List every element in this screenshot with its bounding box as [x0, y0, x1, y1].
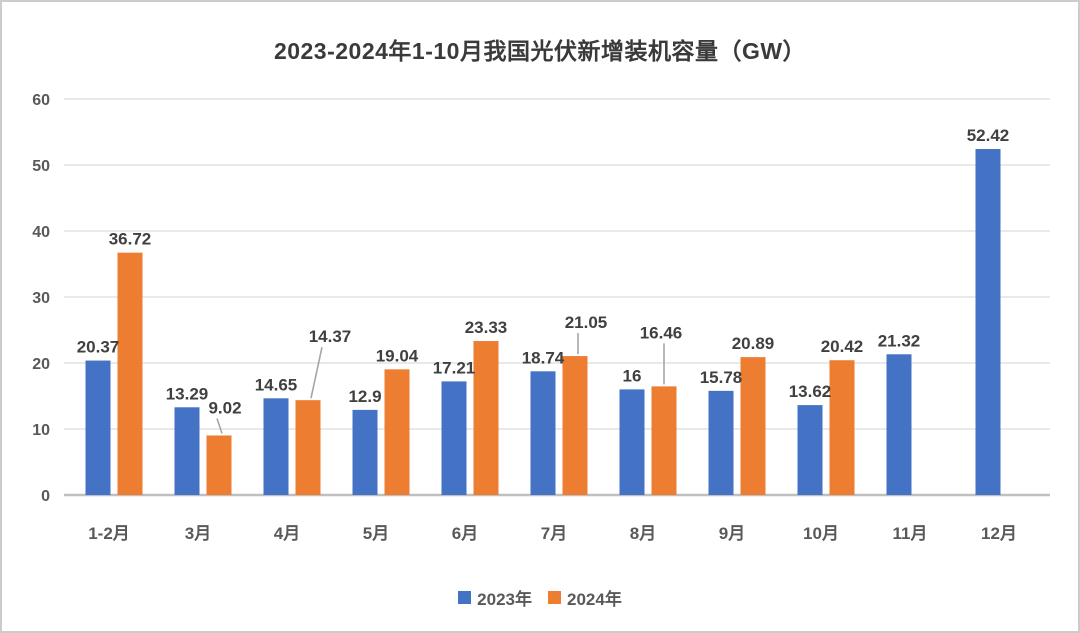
data-label-2024年-8月: 16.46: [640, 323, 683, 342]
bar-2023年-1-2月: [85, 360, 111, 495]
bar-2023年-12月: [975, 149, 1001, 495]
data-label-2024年-1-2月: 36.72: [109, 230, 152, 249]
bar-2024年-7月: [562, 356, 588, 495]
legend-label-2024年: 2024年: [567, 590, 622, 609]
legend-label-2023年: 2023年: [477, 590, 532, 609]
data-label-2023年-7月: 18.74: [522, 348, 565, 367]
x-tick-label-11月: 11月: [893, 524, 928, 543]
bar-2024年-1-2月: [117, 252, 143, 495]
x-tick-label-6月: 6月: [452, 524, 478, 543]
bar-2024年-9月: [740, 357, 766, 495]
y-tick-label-60: 60: [32, 92, 50, 109]
data-label-2024年-7月: 21.05: [565, 313, 608, 332]
x-tick-label-10月: 10月: [803, 524, 839, 543]
data-label-2023年-5月: 12.9: [348, 387, 381, 406]
bar-2023年-6月: [441, 381, 467, 495]
legend-swatch-2024年: [548, 591, 561, 604]
legend-item-2024年: 2024年: [548, 585, 622, 610]
x-tick-label-4月: 4月: [274, 524, 300, 543]
legend-swatch-2023年: [458, 591, 472, 604]
bar-2023年-5月: [352, 409, 378, 495]
bar-2024年-4月: [295, 400, 321, 495]
data-label-2024年-6月: 23.33: [465, 318, 508, 337]
data-label-2024年-3月: 9.02: [208, 398, 241, 417]
data-label-2024年-9月: 20.89: [732, 334, 775, 353]
data-label-2023年-6月: 17.21: [433, 358, 476, 377]
data-label-2024年-4月: 14.37: [309, 327, 352, 346]
x-tick-label-12月: 12月: [981, 524, 1017, 543]
bar-2023年-11月: [886, 354, 912, 495]
leader-line-2024年-3月: [216, 418, 223, 434]
data-label-2023年-3月: 13.29: [166, 384, 209, 403]
y-tick-label-40: 40: [32, 224, 50, 241]
x-tick-label-5月: 5月: [363, 524, 389, 543]
x-tick-label-1-2月: 1-2月: [88, 524, 130, 543]
x-tick-label-3月: 3月: [185, 524, 211, 543]
data-label-2024年-10月: 20.42: [821, 337, 864, 356]
bar-2024年-8月: [651, 386, 677, 495]
legend: 2023年 2024年: [2, 585, 1078, 610]
y-tick-label-50: 50: [32, 158, 50, 175]
data-label-2024年-5月: 19.04: [376, 346, 419, 365]
bar-2024年-6月: [473, 341, 499, 495]
bar-2023年-10月: [797, 405, 823, 495]
bar-2023年-3月: [174, 407, 200, 495]
x-tick-label-7月: 7月: [541, 524, 567, 543]
data-label-2023年-9月: 15.78: [700, 368, 743, 387]
bar-2024年-3月: [206, 435, 232, 495]
data-label-2023年-10月: 13.62: [789, 382, 832, 401]
x-tick-label-9月: 9月: [719, 524, 745, 543]
data-label-2023年-11月: 21.32: [878, 331, 921, 350]
data-label-2023年-1-2月: 20.37: [77, 338, 120, 357]
data-label-2023年-12月: 52.42: [967, 126, 1010, 145]
y-tick-label-30: 30: [32, 290, 50, 307]
bar-2024年-10月: [829, 360, 855, 495]
bar-2023年-8月: [619, 389, 645, 495]
data-label-2023年-8月: 16: [623, 366, 642, 385]
chart-title: 2023-2024年1-10月我国光伏新增装机容量（GW）: [273, 38, 807, 64]
bar-2023年-9月: [708, 390, 734, 495]
y-tick-label-0: 0: [41, 488, 50, 505]
bar-2023年-7月: [530, 371, 556, 495]
y-tick-label-10: 10: [32, 422, 50, 439]
bar-2023年-4月: [263, 398, 289, 495]
leader-line-2024年-4月: [310, 346, 323, 399]
x-tick-label-8月: 8月: [630, 524, 656, 543]
y-tick-label-20: 20: [32, 356, 50, 373]
legend-item-2023年: 2023年: [458, 585, 532, 610]
data-label-2023年-4月: 14.65: [255, 375, 298, 394]
bar-2024年-5月: [384, 369, 410, 495]
